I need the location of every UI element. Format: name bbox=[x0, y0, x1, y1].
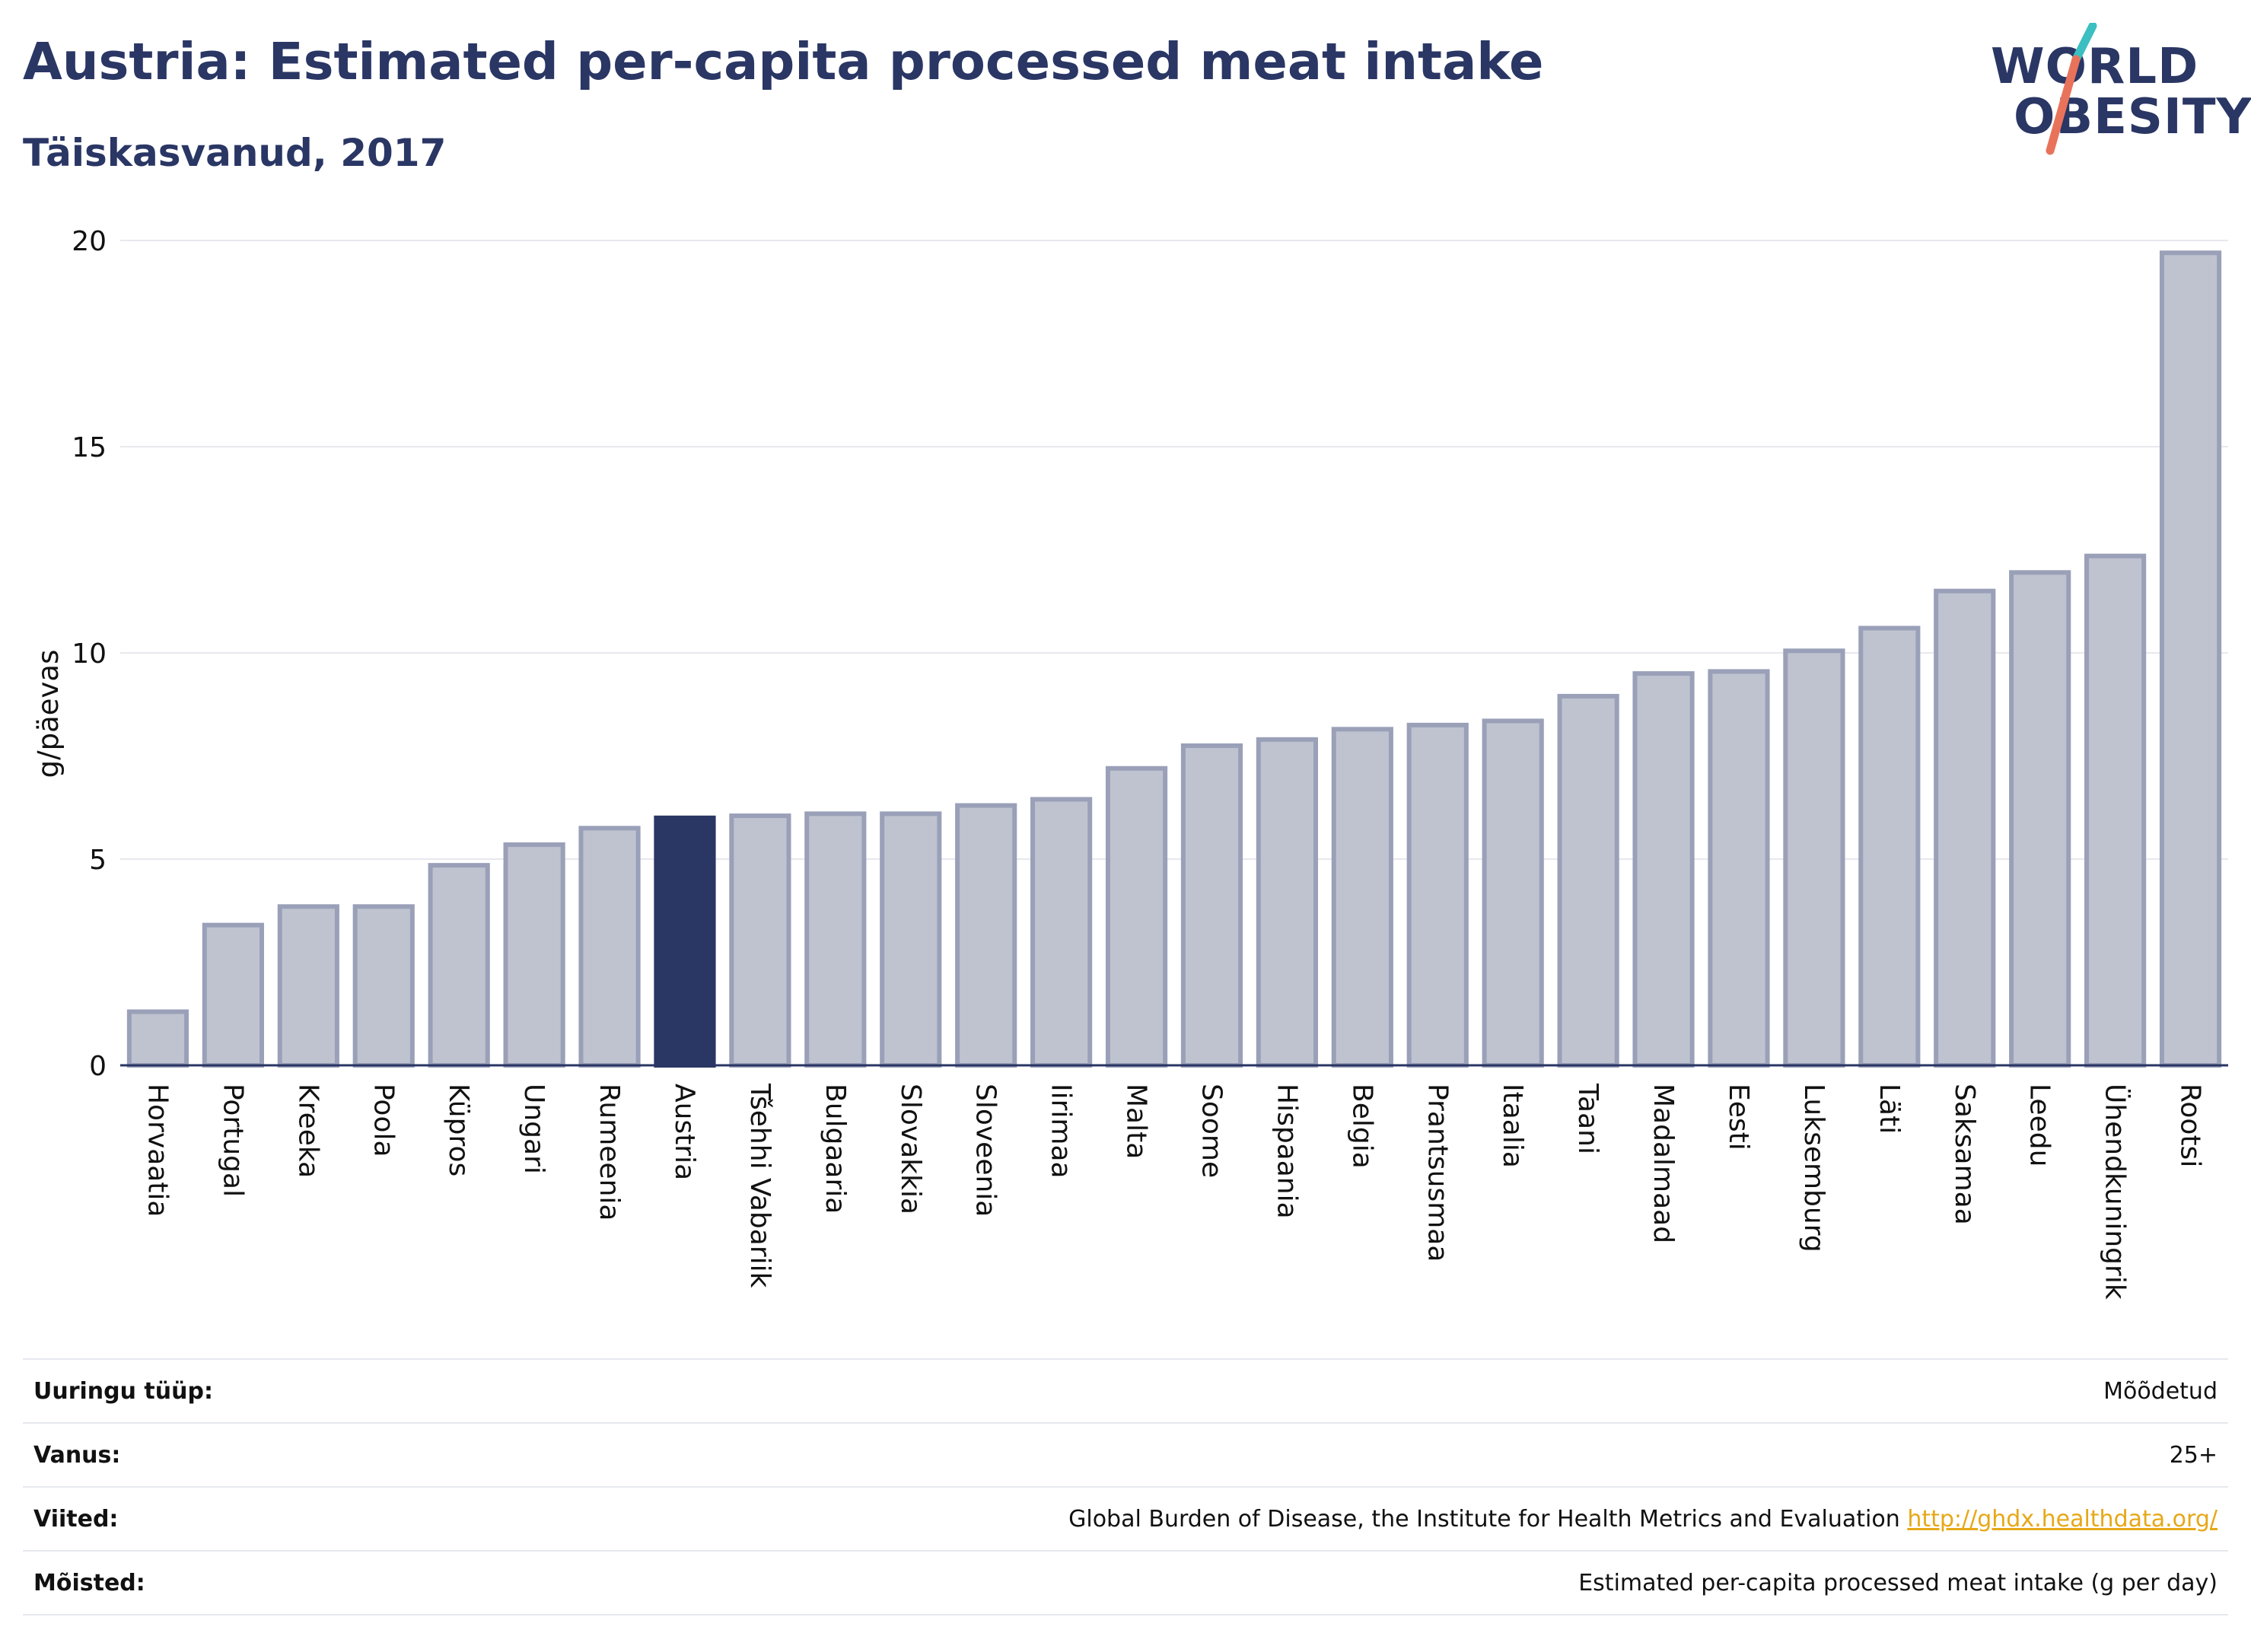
x-tick-label: Slovakkia bbox=[895, 1084, 926, 1214]
x-tick-label: Madalmaad bbox=[1648, 1084, 1679, 1243]
metadata-table: Uuringu tüüp: Mõõdetud Vanus: 25+ Viited: Glo… bbox=[23, 1358, 2228, 1615]
x-tick-label: Hispaania bbox=[1271, 1084, 1302, 1219]
logo-slash-icon bbox=[2046, 23, 2097, 155]
x-tick-label: Tšehhi Vabariik bbox=[744, 1083, 775, 1288]
bar-sloveenia bbox=[955, 803, 1017, 1068]
bar-malta bbox=[1105, 766, 1168, 1068]
x-tick-label: Poola bbox=[368, 1084, 399, 1157]
x-tick-label: Portugal bbox=[217, 1084, 248, 1197]
x-tick-label: Rumeenia bbox=[594, 1084, 625, 1221]
chart-title: Austria: Estimated per-capita processed … bbox=[23, 32, 1544, 91]
bar-prantsusmaa bbox=[1406, 722, 1469, 1068]
x-tick-label: Taani bbox=[1572, 1083, 1603, 1154]
bar-läti bbox=[1858, 625, 1921, 1068]
x-tick-label: Luksemburg bbox=[1798, 1084, 1829, 1253]
metadata-value: Global Burden of Disease, the Institute … bbox=[1068, 1506, 2218, 1533]
metadata-value: Mõõdetud bbox=[2103, 1378, 2218, 1405]
y-axis-label: g/päevas bbox=[32, 650, 65, 778]
source-link[interactable]: http://ghdx.healthdata.org/ bbox=[1907, 1505, 2218, 1533]
logo-word-world: WORLD bbox=[1991, 39, 2199, 95]
metadata-row: Vanus: 25+ bbox=[23, 1424, 2228, 1488]
y-tick-label: 20 bbox=[72, 226, 107, 257]
metadata-value: 25+ bbox=[2170, 1442, 2218, 1469]
bar-bulgaaria bbox=[804, 811, 867, 1068]
metadata-value-text: 25+ bbox=[2169, 1441, 2218, 1469]
x-tick-label: Iirimaa bbox=[1046, 1084, 1077, 1179]
x-tick-label: Austria bbox=[669, 1084, 700, 1180]
y-tick-label: 10 bbox=[72, 638, 107, 670]
bar-poola bbox=[352, 904, 415, 1068]
x-tick-label: Prantsusmaa bbox=[1422, 1084, 1453, 1262]
metadata-value-text: Mõõdetud bbox=[2103, 1377, 2218, 1405]
bar-horvaatia bbox=[126, 1009, 189, 1068]
bar-itaalia bbox=[1482, 718, 1544, 1068]
x-tick-label: Soome bbox=[1196, 1084, 1227, 1178]
bar-küpros bbox=[428, 863, 490, 1068]
metadata-label: Viited: bbox=[33, 1505, 119, 1533]
y-tick-label: 5 bbox=[89, 845, 107, 876]
x-tick-label: Ungari bbox=[518, 1084, 549, 1174]
bar-saksamaa bbox=[1934, 588, 1996, 1068]
chart-subtitle: Täiskasvanud, 2017 bbox=[23, 131, 447, 175]
x-tick-label: Kreeka bbox=[292, 1084, 323, 1178]
bar-chart: 0 5 10 15 20 Horvaatia Portugal Kreeka Poola Küp… bbox=[32, 226, 2228, 1300]
metadata-label: Mõisted: bbox=[33, 1569, 145, 1596]
bar-rootsi bbox=[2159, 250, 2222, 1068]
metadata-value: Estimated per-capita processed meat inta… bbox=[1578, 1570, 2218, 1596]
x-tick-label: Saksamaa bbox=[1949, 1084, 1980, 1225]
bar-belgia bbox=[1331, 727, 1393, 1068]
x-tick-label: Itaalia bbox=[1497, 1084, 1528, 1168]
bars bbox=[120, 250, 2228, 1068]
bar-luksemburg bbox=[1783, 648, 1845, 1068]
bar-iirimaa bbox=[1030, 797, 1093, 1068]
bar-ungari bbox=[503, 842, 565, 1068]
y-tick-label: 0 bbox=[89, 1051, 107, 1082]
bar-hispaania bbox=[1256, 737, 1318, 1068]
x-tick-label: Sloveenia bbox=[970, 1084, 1001, 1217]
bar-soome bbox=[1180, 743, 1243, 1068]
bar-madalmaad bbox=[1632, 671, 1695, 1068]
metadata-label: Vanus: bbox=[33, 1441, 121, 1469]
metadata-row: Uuringu tüüp: Mõõdetud bbox=[23, 1360, 2228, 1424]
bar-rumeenia bbox=[578, 826, 641, 1068]
metadata-row: Viited: Global Burden of Disease, the Ins… bbox=[23, 1488, 2228, 1552]
x-tick-label: Belgia bbox=[1346, 1084, 1377, 1169]
world-obesity-logo: WORLD OBESITY bbox=[1986, 23, 2251, 160]
metadata-row: Mõisted: Estimated per-capita processed m… bbox=[23, 1552, 2228, 1615]
metadata-value-text: Estimated per-capita processed meat inta… bbox=[1578, 1569, 2218, 1596]
x-tick-label: Horvaatia bbox=[142, 1084, 173, 1218]
y-tick-label: 15 bbox=[72, 432, 107, 463]
metadata-label: Uuringu tüüp: bbox=[33, 1377, 213, 1405]
metadata-value-text: Global Burden of Disease, the Institute … bbox=[1068, 1505, 1900, 1533]
x-tick-label: Rootsi bbox=[2175, 1084, 2206, 1167]
bar-austria bbox=[654, 815, 716, 1068]
x-tick-label: Malta bbox=[1121, 1084, 1152, 1159]
bar-leedu bbox=[2009, 570, 2071, 1068]
x-tick-label: Ühendkuningrik bbox=[2100, 1084, 2132, 1300]
bar-eesti bbox=[1708, 669, 1770, 1068]
x-tick-labels: Horvaatia Portugal Kreeka Poola Küpros Ungari… bbox=[142, 1083, 2205, 1300]
bar-portugal bbox=[202, 922, 264, 1068]
bar-taani bbox=[1557, 693, 1619, 1068]
x-tick-label: Küpros bbox=[443, 1084, 474, 1176]
x-tick-label: Leedu bbox=[2024, 1084, 2055, 1167]
bar-slovakkia bbox=[880, 811, 942, 1068]
x-tick-label: Eesti bbox=[1723, 1084, 1754, 1151]
bar-kreeka bbox=[277, 904, 339, 1068]
x-tick-label: Läti bbox=[1874, 1084, 1905, 1134]
x-tick-label: Bulgaaria bbox=[820, 1084, 851, 1214]
bar-ühendkuningrik bbox=[2084, 553, 2147, 1068]
y-tick-labels: 0 5 10 15 20 bbox=[72, 226, 107, 1082]
bar-tšehhi-vabariik bbox=[729, 813, 791, 1068]
